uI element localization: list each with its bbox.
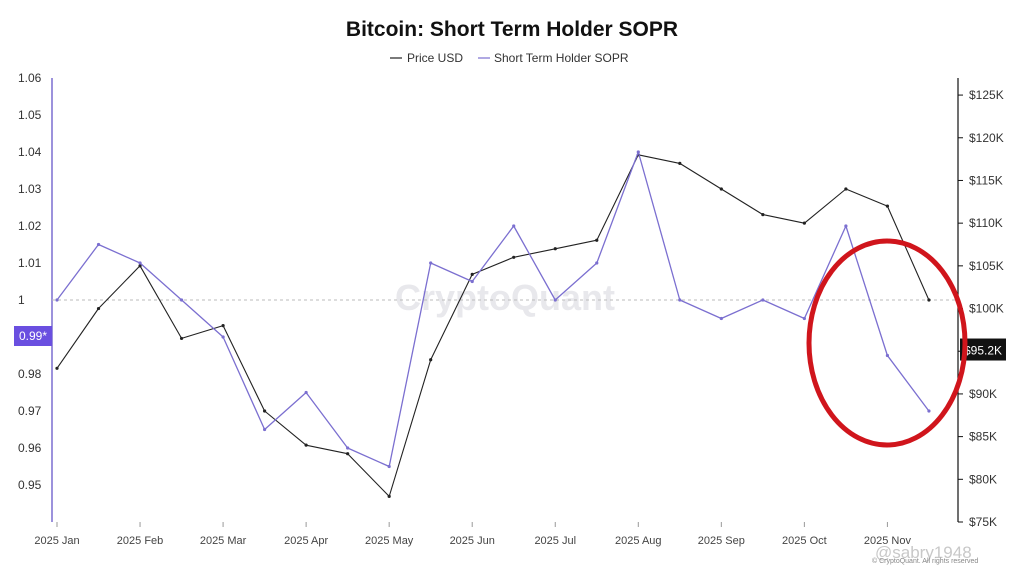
sopr-point <box>678 298 682 302</box>
sopr-point <box>553 298 557 302</box>
left-tick-label: 1.06 <box>18 71 42 85</box>
left-tick-label: 1.01 <box>18 256 42 270</box>
sopr-point <box>55 298 59 302</box>
price-usd-point <box>678 161 682 165</box>
watermark: CryptoQuant <box>395 277 615 318</box>
left-tick-label: 1.05 <box>18 108 42 122</box>
price-usd-point <box>512 255 516 259</box>
right-tick-label: $75K <box>969 515 997 529</box>
price-usd-point <box>387 494 391 498</box>
right-current-value-badge <box>960 338 1006 361</box>
chart-title: Bitcoin: Short Term Holder SOPR <box>346 18 678 41</box>
sopr-point <box>96 242 101 247</box>
price-usd-point <box>263 409 267 413</box>
price-usd-point <box>179 336 184 341</box>
price-usd-point <box>55 366 59 370</box>
price-usd-point <box>96 306 101 311</box>
sopr-line <box>56 151 930 468</box>
x-tick-label: 2025 Jun <box>450 535 495 547</box>
price-usd-point <box>346 452 350 456</box>
price-usd-point <box>927 298 931 302</box>
right-tick-label: $120K <box>969 131 1004 145</box>
sopr-point <box>885 353 890 358</box>
right-tick-label: $105K <box>969 259 1004 273</box>
right-tick-label: $110K <box>969 216 1003 230</box>
sopr-point <box>263 427 267 432</box>
left-tick-label: 1.02 <box>18 219 42 233</box>
left-current-value-badge <box>14 326 52 346</box>
price-usd-point <box>761 213 765 217</box>
sopr-point <box>761 298 765 302</box>
left-tick-label: 0.96 <box>18 441 42 455</box>
sopr-point <box>719 316 723 321</box>
red-circle-annotation <box>806 238 968 448</box>
series-lines <box>55 150 931 498</box>
left-tick-label: 0.95 <box>18 478 42 492</box>
x-tick-label: 2025 Nov <box>864 535 912 547</box>
left-tick-label: 1.04 <box>18 145 42 159</box>
legend-price-label[interactable]: Price USD <box>407 51 463 65</box>
axes: 0.950.960.970.980.9911.011.021.031.041.0… <box>14 71 1006 547</box>
right-tick-label: $100K <box>969 302 1004 316</box>
price-usd-point <box>595 238 599 242</box>
left-tick-label: 0.97 <box>18 404 42 418</box>
sopr-point <box>179 298 184 302</box>
sopr-point <box>512 224 516 228</box>
price-usd-point <box>719 187 723 191</box>
right-tick-label: $115K <box>969 173 1003 187</box>
x-tick-label: 2025 Feb <box>117 535 163 547</box>
price-usd-point <box>885 204 890 208</box>
price-usd-point <box>802 221 806 225</box>
x-tick-label: 2025 Aug <box>615 535 662 547</box>
right-current-value-text: $95.2K <box>964 344 1002 358</box>
price-usd-point <box>304 443 308 447</box>
annotations <box>806 238 968 448</box>
small-credit-text: © CryptoQuant. All rights reserved <box>872 557 978 565</box>
sopr-point <box>221 335 225 339</box>
price-usd-point <box>844 187 848 191</box>
sopr-point <box>927 409 931 413</box>
price-usd-point <box>221 324 225 328</box>
x-tick-label: 2025 Mar <box>200 535 247 547</box>
x-tick-label: 2025 Jan <box>34 535 79 547</box>
sopr-point <box>387 464 391 469</box>
sopr-point <box>138 261 142 265</box>
sopr-point <box>304 390 308 395</box>
price-usd-point <box>470 272 474 276</box>
sopr-point <box>595 261 599 265</box>
right-tick-label: $80K <box>969 472 997 486</box>
legend: Price USD Short Term Holder SOPR <box>390 51 629 65</box>
price-usd-point <box>553 247 557 251</box>
right-tick-label: $125K <box>969 88 1004 102</box>
sopr-point <box>636 150 640 154</box>
price-usd-point <box>429 358 433 362</box>
right-tick-label: $85K <box>969 430 997 444</box>
credit-text: @sabry1948 <box>875 543 972 562</box>
left-tick-label: 0.98 <box>18 367 42 381</box>
legend-sopr-label[interactable]: Short Term Holder SOPR <box>494 51 629 65</box>
x-tick-label: 2025 Sep <box>698 535 745 547</box>
left-tick-label: 1.03 <box>18 182 42 196</box>
x-tick-label: 2025 Apr <box>284 535 328 547</box>
left-current-value-text: 0.99* <box>19 329 47 343</box>
x-tick-label: 2025 May <box>365 535 414 547</box>
sopr-point <box>346 446 350 450</box>
sopr-point <box>802 316 806 321</box>
x-tick-label: 2025 Oct <box>782 535 827 547</box>
price-usd-point <box>138 264 142 268</box>
x-tick-label: 2025 Jul <box>534 535 576 547</box>
sopr-point <box>844 224 848 228</box>
sopr-point <box>429 261 433 265</box>
sopr-point <box>470 279 474 284</box>
price-usd-line <box>56 154 930 497</box>
left-tick-label: 1 <box>18 293 25 307</box>
right-tick-label: $90K <box>969 387 997 401</box>
